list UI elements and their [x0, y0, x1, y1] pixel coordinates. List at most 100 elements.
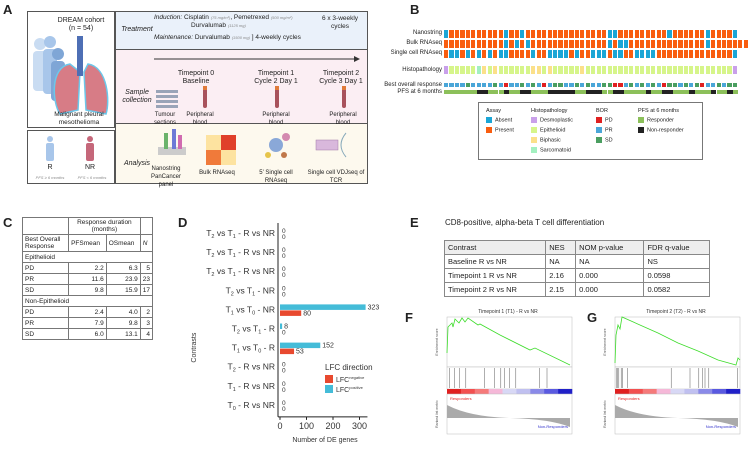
bor-cell — [716, 83, 721, 87]
responders-label: Responders — [450, 396, 472, 401]
bulk-cell — [727, 40, 732, 48]
rank-colorbar — [447, 389, 462, 394]
pfs-cell — [460, 90, 466, 94]
bar-value-label: 0 — [282, 291, 286, 298]
bor-cell — [645, 83, 650, 87]
es-frame — [446, 316, 573, 368]
pfs-cell — [574, 90, 581, 94]
table-row: Timepoint 1 R vs NR 2.16 0.000 0.0598 — [443, 268, 710, 283]
single-cell — [672, 50, 678, 58]
sample-blood-t2: Peripheral blood — [329, 112, 357, 126]
bar-value-label: 152 — [322, 343, 334, 350]
histo-cell — [700, 66, 705, 74]
table-row: PD 2.2 6.3 5 — [21, 262, 154, 274]
nanostring-cell — [678, 30, 683, 38]
bor-cell — [580, 83, 585, 87]
single-cell — [454, 50, 460, 58]
x-tick-label: 0 — [277, 421, 282, 431]
panel-e-title: CD8-positive, alpha-beta T cell differen… — [445, 218, 605, 227]
cohort-n: (n = 54) — [68, 25, 94, 32]
single-cell — [476, 50, 481, 58]
enrichment-curve — [614, 316, 741, 366]
single-cell — [580, 50, 585, 58]
timeline-arrow — [154, 56, 360, 62]
bulk-cell — [580, 40, 585, 48]
pfs-cell — [602, 90, 608, 94]
bulk-cell — [454, 40, 460, 48]
nanostring-cell — [558, 30, 563, 38]
induction-dose-2: (500 mg/m²) — [270, 15, 293, 20]
histo-cell — [465, 66, 470, 74]
table-row: PR 11.6 23.9 23 — [21, 273, 154, 285]
table-row: PD 2.4 4.0 2 — [21, 306, 154, 318]
pfs-cell — [471, 90, 477, 94]
bar-value-label: 0 — [282, 253, 286, 260]
induction-prefix: Induction: — [154, 14, 183, 21]
bulk-cell — [732, 40, 738, 48]
bulk-cell — [498, 40, 503, 48]
histo-cell — [460, 66, 465, 74]
bor-cell — [558, 83, 563, 87]
rank-colorbar — [460, 389, 476, 394]
pfs-cell — [514, 90, 521, 94]
sample-blood-t0: Peripheral blood — [186, 112, 214, 126]
bor-cell — [569, 83, 574, 87]
bor-cell — [612, 83, 618, 87]
bulk-cell — [444, 40, 449, 48]
legend-non-responder: Non-responder — [638, 127, 684, 133]
bar-value-label: 0 — [282, 272, 286, 279]
pfs-cell — [612, 90, 619, 94]
bor-cell — [585, 83, 590, 87]
bulk-cell — [656, 40, 661, 48]
legend-bor-title: BOR — [596, 108, 608, 114]
bor-cell — [672, 83, 678, 87]
legend-title: LFC direction — [325, 363, 373, 372]
bulk-cell — [612, 40, 618, 48]
pfs-cell — [487, 90, 494, 94]
bor-cell — [700, 83, 705, 87]
nanostring-cell — [711, 30, 716, 38]
single-cell — [629, 50, 634, 58]
nanostring-cell — [705, 30, 710, 38]
analysis-label: Analysis — [123, 160, 151, 167]
single-cell — [683, 50, 688, 58]
bor-cell — [662, 83, 667, 87]
legend-swatch — [325, 385, 333, 393]
nanostring-cell — [487, 30, 492, 38]
bulk-cell — [520, 40, 525, 48]
bar-value-label: 0 — [282, 266, 286, 273]
histo-cell — [525, 66, 530, 74]
timepoint-0: Timepoint 0 Baseline — [177, 70, 215, 85]
category-label: T2 vs T1 - NR — [226, 285, 275, 297]
nr-definition: PFS < 6 months — [77, 175, 107, 180]
histo-cell — [623, 66, 629, 74]
bulk-cell — [711, 40, 716, 48]
bor-cell — [525, 83, 530, 87]
nanostring-cell — [493, 30, 498, 38]
nanostring-cell — [482, 30, 487, 38]
bulk-cell — [640, 40, 645, 48]
gsea-plot-g: Timepoint 2 (T2) - R vs NR Responders Non-… — [598, 305, 748, 445]
pfs-cell — [662, 90, 668, 94]
single-cell — [536, 50, 541, 58]
nanostring-cell — [585, 30, 590, 38]
nanostring-cell — [449, 30, 454, 38]
histo-cell — [667, 66, 672, 74]
pfs-cell — [509, 90, 515, 94]
histo-cell — [547, 66, 552, 74]
bulk-cell — [700, 40, 705, 48]
bulk-cell — [662, 40, 667, 48]
single-cell — [645, 50, 650, 58]
bulk-cell — [563, 40, 569, 48]
nanostring-cell — [651, 30, 656, 38]
ranked-metric — [615, 405, 738, 427]
bar-value-label: 323 — [368, 304, 380, 311]
histo-cell — [612, 66, 618, 74]
bulk-cell — [553, 40, 558, 48]
bar-positive — [280, 304, 366, 310]
category-label: T2 vs T1 - R vs NR — [206, 228, 275, 240]
group-epithelioid: Epithelioid — [22, 251, 153, 263]
nanostring-cell — [694, 30, 699, 38]
pfs-cell — [520, 90, 526, 94]
